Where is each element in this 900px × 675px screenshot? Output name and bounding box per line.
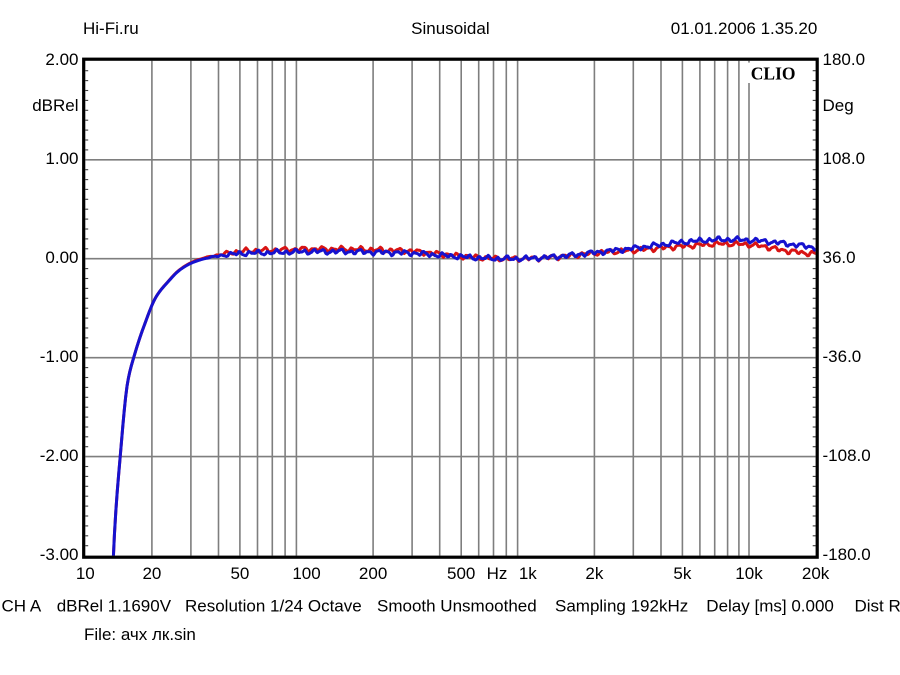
svg-text:1.00: 1.00 — [45, 149, 78, 168]
svg-text:10k: 10k — [735, 564, 763, 583]
svg-text:CH A: CH A — [2, 596, 42, 615]
svg-text:-180.0: -180.0 — [823, 545, 871, 564]
svg-text:108.0: 108.0 — [823, 149, 866, 168]
svg-text:50: 50 — [230, 564, 249, 583]
svg-text:01.01.2006 1.35.20: 01.01.2006 1.35.20 — [671, 19, 818, 38]
svg-text:-3.00: -3.00 — [40, 545, 79, 564]
svg-text:Hi-Fi.ru: Hi-Fi.ru — [83, 19, 139, 38]
svg-text:100: 100 — [292, 564, 320, 583]
svg-text:-2.00: -2.00 — [40, 446, 79, 465]
svg-text:Dist Rub: Dist Rub — [855, 596, 900, 615]
svg-text:5k: 5k — [673, 564, 691, 583]
svg-text:-36.0: -36.0 — [823, 347, 862, 366]
svg-text:Hz: Hz — [487, 564, 508, 583]
svg-text:500: 500 — [447, 564, 475, 583]
svg-text:36.0: 36.0 — [823, 248, 856, 267]
svg-text:Sampling 192kHz: Sampling 192kHz — [555, 596, 688, 615]
svg-text:10: 10 — [76, 564, 95, 583]
svg-text:CLIO: CLIO — [751, 63, 796, 83]
svg-text:1k: 1k — [519, 564, 537, 583]
svg-text:0.00: 0.00 — [45, 248, 78, 267]
svg-text:dBRel: dBRel — [32, 96, 78, 115]
svg-text:Delay [ms] 0.000: Delay [ms] 0.000 — [706, 596, 834, 615]
svg-text:dBRel 1.1690V: dBRel 1.1690V — [57, 596, 172, 615]
svg-text:File: ачх лк.sin: File: ачх лк.sin — [84, 625, 196, 644]
svg-text:2k: 2k — [585, 564, 603, 583]
svg-text:180.0: 180.0 — [823, 50, 866, 69]
svg-text:200: 200 — [359, 564, 387, 583]
svg-text:Smooth Unsmoothed: Smooth Unsmoothed — [377, 596, 537, 615]
svg-text:-108.0: -108.0 — [823, 446, 871, 465]
svg-text:Sinusoidal: Sinusoidal — [411, 19, 489, 38]
svg-text:Resolution 1/24 Octave: Resolution 1/24 Octave — [185, 596, 362, 615]
svg-text:20k: 20k — [802, 564, 830, 583]
svg-text:Deg: Deg — [823, 96, 854, 115]
svg-text:2.00: 2.00 — [45, 50, 78, 69]
svg-text:20: 20 — [142, 564, 161, 583]
svg-text:-1.00: -1.00 — [40, 347, 79, 366]
